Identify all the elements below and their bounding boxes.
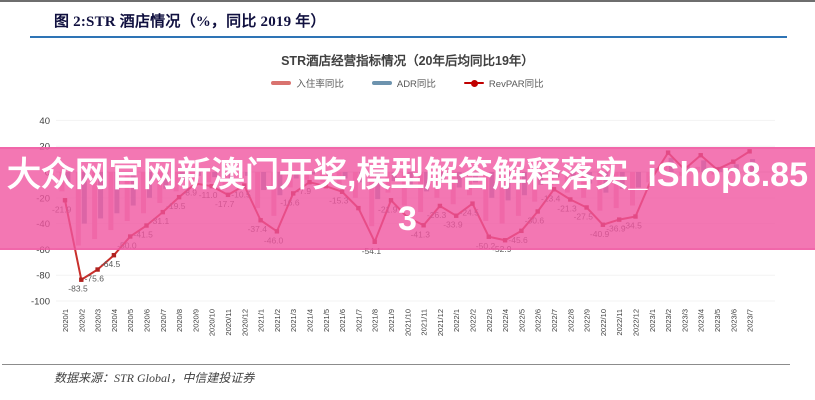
x-tick-label: 2022/9 (583, 309, 592, 332)
x-tick-label: 2022/10 (599, 309, 608, 336)
x-tick-label: 2022/1 (452, 309, 461, 332)
x-tick-label: 2021/10 (403, 309, 412, 336)
adr-line-swatch-icon (371, 81, 392, 85)
x-tick-label: 2021/9 (387, 309, 396, 332)
top-divider (0, 0, 815, 2)
x-tick-label: 2023/4 (697, 309, 706, 332)
revpar-marker (111, 253, 117, 258)
revpar-point-label: -83.5 (68, 284, 88, 294)
revpar-point-label: -75.6 (85, 274, 105, 284)
x-tick-label: 2022/6 (534, 309, 543, 332)
footer-divider (2, 364, 790, 365)
x-tick-label: 2023/5 (713, 309, 722, 332)
x-tick-label: 2020/10 (208, 309, 217, 336)
revpar-marker (79, 277, 84, 282)
revpar-line-swatch-icon (463, 79, 484, 87)
x-tick-label: 2021/2 (273, 309, 282, 332)
x-tick-label: 2020/8 (175, 309, 184, 332)
x-tick-label: 2020/11 (224, 309, 233, 336)
revpar-marker (95, 267, 100, 272)
data-source: 数据来源：STR Global，中信建投证券 (54, 371, 255, 385)
x-tick-label: 2021/8 (371, 309, 380, 332)
x-tick-label: 2020/1 (61, 309, 70, 332)
x-tick-label: 2021/1 (257, 309, 266, 332)
revpar-point-label: -64.5 (101, 259, 121, 269)
chart-title: STR酒店经营指标情况（20年后均同比19年） (281, 54, 534, 68)
figure-title: 图 2:STR 酒店情况（%，同比 2019 年） (54, 14, 326, 30)
x-tick-label: 2021/4 (306, 309, 315, 332)
legend-item-occupancy: 入住率同比 (271, 76, 344, 90)
x-tick-label: 2021/6 (338, 309, 347, 332)
occupancy-line-swatch-icon (271, 81, 292, 85)
x-tick-label: 2021/3 (289, 309, 298, 332)
x-tick-label: 2022/7 (550, 309, 559, 332)
x-tick-label: 2021/7 (354, 309, 363, 332)
legend-item-revpar: RevPAR同比 (463, 76, 544, 90)
x-tick-label: 2022/11 (615, 309, 624, 336)
x-tick-label: 2022/3 (485, 309, 494, 332)
y-tick-label: -100 (31, 297, 50, 308)
y-tick-label: 40 (39, 116, 50, 127)
legend-label-occupancy: 入住率同比 (296, 79, 344, 90)
x-tick-label: 2020/12 (240, 309, 249, 336)
x-tick-label: 2023/7 (746, 309, 755, 332)
x-tick-label: 2020/2 (77, 309, 86, 332)
x-tick-label: 2023/2 (664, 309, 673, 332)
legend-item-adr: ADR同比 (371, 76, 436, 90)
chart-legend: 入住率同比 ADR同比 RevPAR同比 (0, 76, 815, 90)
watermark-overlay: 大众网官网新澳门开奖,模型解答解释落实_iShop8.853 (0, 147, 815, 250)
x-tick-label: 2022/5 (517, 309, 526, 332)
x-tick-label: 2021/5 (322, 309, 331, 332)
x-tick-label: 2023/3 (680, 309, 689, 332)
x-tick-label: 2020/6 (143, 309, 152, 332)
x-tick-label: 2022/12 (632, 309, 641, 336)
x-tick-label: 2020/3 (94, 309, 103, 332)
x-tick-label: 2022/8 (566, 309, 575, 332)
x-tick-label: 2023/1 (648, 309, 657, 332)
x-tick-label: 2022/4 (501, 309, 510, 332)
x-tick-label: 2020/4 (110, 309, 119, 332)
x-tick-label: 2021/11 (420, 309, 429, 336)
x-tick-label: 2021/12 (436, 309, 445, 336)
x-tick-label: 2020/9 (191, 309, 200, 332)
legend-label-revpar: RevPAR同比 (488, 79, 544, 90)
y-tick-label: -80 (36, 271, 50, 282)
y-tick-label: -60 (36, 245, 50, 256)
x-tick-label: 2020/7 (159, 309, 168, 332)
x-tick-label: 2023/6 (729, 309, 738, 332)
title-underline (30, 36, 787, 38)
x-tick-label: 2022/2 (469, 309, 478, 332)
revpar-point-label: -54.1 (362, 246, 382, 256)
legend-label-adr: ADR同比 (396, 79, 436, 90)
x-tick-label: 2020/5 (126, 309, 135, 332)
